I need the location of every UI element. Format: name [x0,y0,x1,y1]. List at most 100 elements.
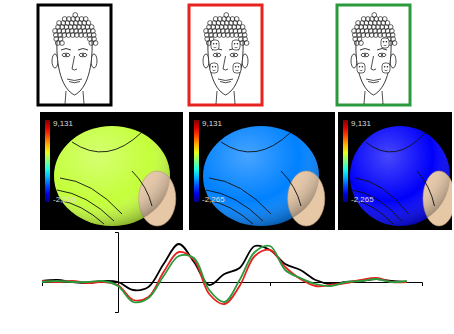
mini-face-outline [357,63,365,73]
mini-face-outline [211,40,219,50]
mini-face-eye [213,43,215,45]
face-brows [360,49,387,51]
panel-background [189,112,335,230]
x-tick-mark [270,282,271,286]
face-eye [213,53,221,57]
mini-face-outline [233,63,241,73]
face-eye [230,53,238,57]
mini-face-outline [381,38,389,48]
face-panel [38,5,111,105]
face-panel [189,5,262,105]
mini-face-eye [216,43,218,45]
mini-face [382,63,390,73]
figure: 9,131 -2,265 9,131 -2,265 9,131 -2,265 [0,0,454,334]
face-nose [223,56,228,70]
mini-face-mouth [384,45,387,47]
panel-background [40,112,183,230]
color-bar-max-label: 9,131 [202,119,223,128]
mini-face [211,40,219,50]
mini-face-eye [387,66,389,68]
y-axis-line [115,233,119,313]
mini-face [232,40,240,50]
scalp-panel: 9,131 -2,265 [40,112,183,230]
waveform-lines [42,244,407,304]
mini-face-eye [234,43,236,45]
hair-curl [93,41,98,46]
y-axis [115,233,119,313]
mini-face-mouth [385,70,388,72]
scalp-shading [203,126,319,226]
face-nose [72,56,77,70]
mini-face-eye [215,66,217,68]
color-bar-min-label: -2,265 [202,195,225,204]
face-hair [53,13,98,46]
scalp-contour [417,171,434,206]
mini-face [357,63,365,73]
hair-curl [392,41,397,46]
face-frame [38,5,111,105]
face-mouth [366,79,381,83]
face-panel [337,5,410,105]
face-outline [356,41,391,95]
color-bar [194,120,199,202]
scalp-contour [221,132,291,152]
face-hair [204,13,249,46]
color-bar-max-label: 9,131 [351,119,372,128]
scalp-surface [350,126,450,226]
mini-face [381,38,389,48]
mini-face-mouth [360,70,363,72]
face-pupil [82,54,84,56]
scalp-surface [54,126,170,226]
mini-face-eye [386,41,388,43]
waveform-line [42,244,407,290]
mini-face-outline [210,63,218,73]
hair-curl [60,41,65,46]
mini-face-eye [235,66,237,68]
face-mouth [67,79,82,83]
waveform-line [42,250,407,304]
color-bar [45,120,50,202]
color-bar [343,120,348,202]
color-bar-max-label: 9,131 [53,119,74,128]
scalp-contour [72,132,142,152]
color-bar-min-label: -2,265 [53,195,76,204]
scalp-shading [350,126,450,226]
mini-face-mouth [236,70,239,72]
mini-face-eye [237,43,239,45]
scalp-contour [281,171,301,206]
scalp-head [54,126,176,226]
mini-face-eye [362,66,364,68]
face-pupil [65,54,67,56]
face-frame [337,5,410,105]
face-eye [361,53,369,57]
face-outline [57,41,92,95]
hair-curl [359,41,364,46]
face-neck [65,91,84,104]
face-pupil [381,54,383,56]
mini-face-eye [212,66,214,68]
hair-curl [244,41,249,46]
face-eye [62,53,70,57]
x-tick [270,282,271,286]
mini-face-outline [382,63,390,73]
scalp-surface [203,126,319,226]
mini-face [210,63,218,73]
face-outline [208,41,243,95]
face-neck [364,91,383,104]
scalp-panel: 9,131 -2,265 [338,112,454,230]
face-eye [79,53,87,57]
mini-face-eye [384,66,386,68]
face-mouth [218,79,233,83]
face-brows [61,49,88,51]
mini-face-mouth [214,47,217,49]
color-bar-min-label: -2,265 [351,195,374,204]
waveform-chart [42,233,423,313]
mini-face-mouth [213,70,216,72]
face-frame [189,5,262,105]
scalp-head [203,126,325,226]
mini-face-eye [359,66,361,68]
face-pupil [216,54,218,56]
scalp-panel: 9,131 -2,265 [189,112,335,230]
mini-face [233,63,241,73]
face-pupil [233,54,235,56]
